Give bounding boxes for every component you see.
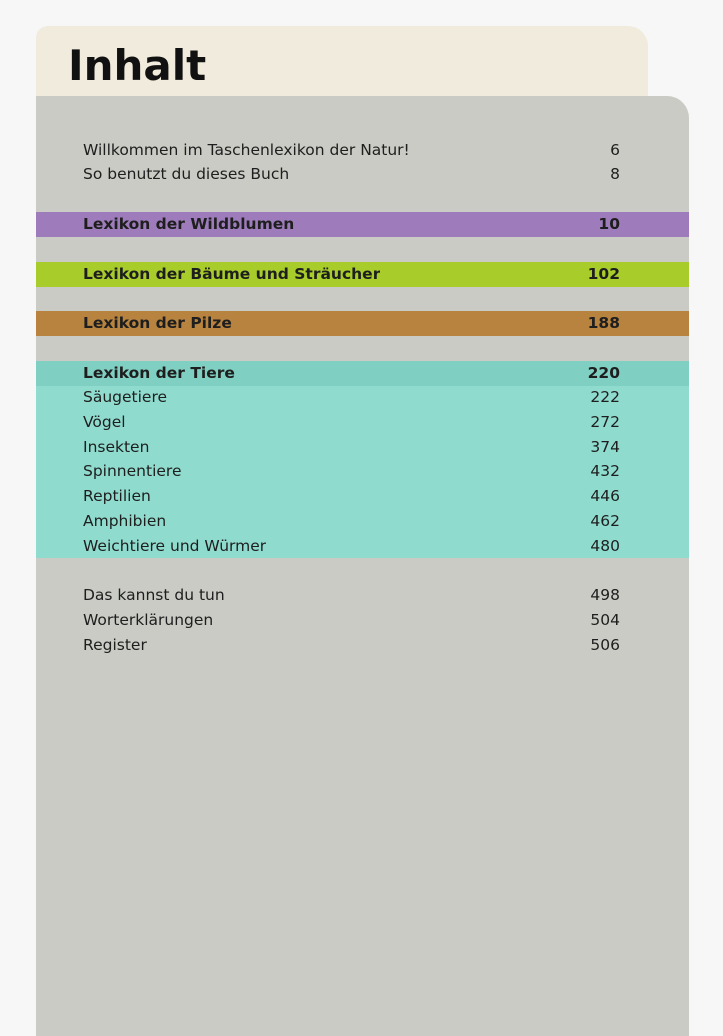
- toc-entry-voegel[interactable]: Vögel 272: [83, 410, 620, 435]
- toc-page-number: 222: [590, 388, 620, 406]
- toc-label: Insekten: [83, 438, 150, 456]
- toc-page-number: 220: [587, 364, 620, 382]
- toc-entry-wildblumen[interactable]: Lexikon der Wildblumen 10: [83, 212, 620, 237]
- toc-entry-spinnentiere[interactable]: Spinnentiere 432: [83, 459, 620, 484]
- toc-label: Säugetiere: [83, 388, 168, 406]
- toc-label: Reptilien: [83, 487, 151, 505]
- toc-label: Register: [83, 636, 147, 654]
- toc-entry-amphibien[interactable]: Amphibien 462: [83, 509, 620, 534]
- toc-page-number: 102: [587, 265, 620, 283]
- toc-entry-insekten[interactable]: Insekten 374: [83, 435, 620, 460]
- toc-label: Das kannst du tun: [83, 586, 225, 604]
- toc-entry-tiere[interactable]: Lexikon der Tiere 220: [83, 361, 620, 386]
- toc-entry-baeume[interactable]: Lexikon der Bäume und Sträucher 102: [83, 262, 620, 287]
- toc-label: Worterklärungen: [83, 611, 214, 629]
- toc-label: Spinnentiere: [83, 462, 182, 480]
- toc-entry-pilze[interactable]: Lexikon der Pilze 188: [83, 311, 620, 336]
- toc-page-number: 432: [590, 462, 620, 480]
- toc-label: Weichtiere und Würmer: [83, 537, 267, 555]
- toc-entry-saeugetiere[interactable]: Säugetiere 222: [83, 385, 620, 410]
- toc-entry-worterklaerungen[interactable]: Worterklärungen 504: [83, 608, 620, 633]
- contents-card: Willkommen im Taschenlexikon der Natur! …: [36, 96, 689, 1036]
- toc-page-number: 6: [610, 141, 620, 159]
- toc-label: Lexikon der Pilze: [83, 314, 232, 332]
- toc-entry-weichtiere[interactable]: Weichtiere und Würmer 480: [83, 534, 620, 559]
- tiere-header-band: [36, 361, 689, 386]
- baeume-band: [36, 262, 689, 287]
- toc-label: Lexikon der Tiere: [83, 364, 235, 382]
- toc-page-number: 506: [590, 636, 620, 654]
- toc-label: Willkommen im Taschenlexikon der Natur!: [83, 141, 410, 159]
- page-title: Inhalt: [68, 41, 207, 90]
- toc-page-number: 504: [590, 611, 620, 629]
- toc-label: Lexikon der Wildblumen: [83, 215, 295, 233]
- toc-page-number: 374: [590, 438, 620, 456]
- toc-entry-register[interactable]: Register 506: [83, 633, 620, 658]
- toc-entry-benutzt[interactable]: So benutzt du dieses Buch 8: [83, 162, 620, 187]
- toc-page-number: 188: [587, 314, 620, 332]
- toc-label: Amphibien: [83, 512, 167, 530]
- tiere-band: [36, 361, 689, 558]
- toc-page-number: 10: [598, 215, 620, 233]
- toc-entry-tun[interactable]: Das kannst du tun 498: [83, 583, 620, 608]
- toc-page-number: 8: [610, 165, 620, 183]
- toc-entry-reptilien[interactable]: Reptilien 446: [83, 484, 620, 509]
- wildblumen-band: [36, 212, 689, 237]
- toc-page-number: 462: [590, 512, 620, 530]
- pilze-band: [36, 311, 689, 336]
- toc-label: So benutzt du dieses Buch: [83, 165, 290, 183]
- toc-label: Lexikon der Bäume und Sträucher: [83, 265, 381, 283]
- toc-label: Vögel: [83, 413, 126, 431]
- toc-page-number: 498: [590, 586, 620, 604]
- toc-page-number: 272: [590, 413, 620, 431]
- toc-page-number: 480: [590, 537, 620, 555]
- toc-page-number: 446: [590, 487, 620, 505]
- toc-entry-willkommen[interactable]: Willkommen im Taschenlexikon der Natur! …: [83, 138, 620, 163]
